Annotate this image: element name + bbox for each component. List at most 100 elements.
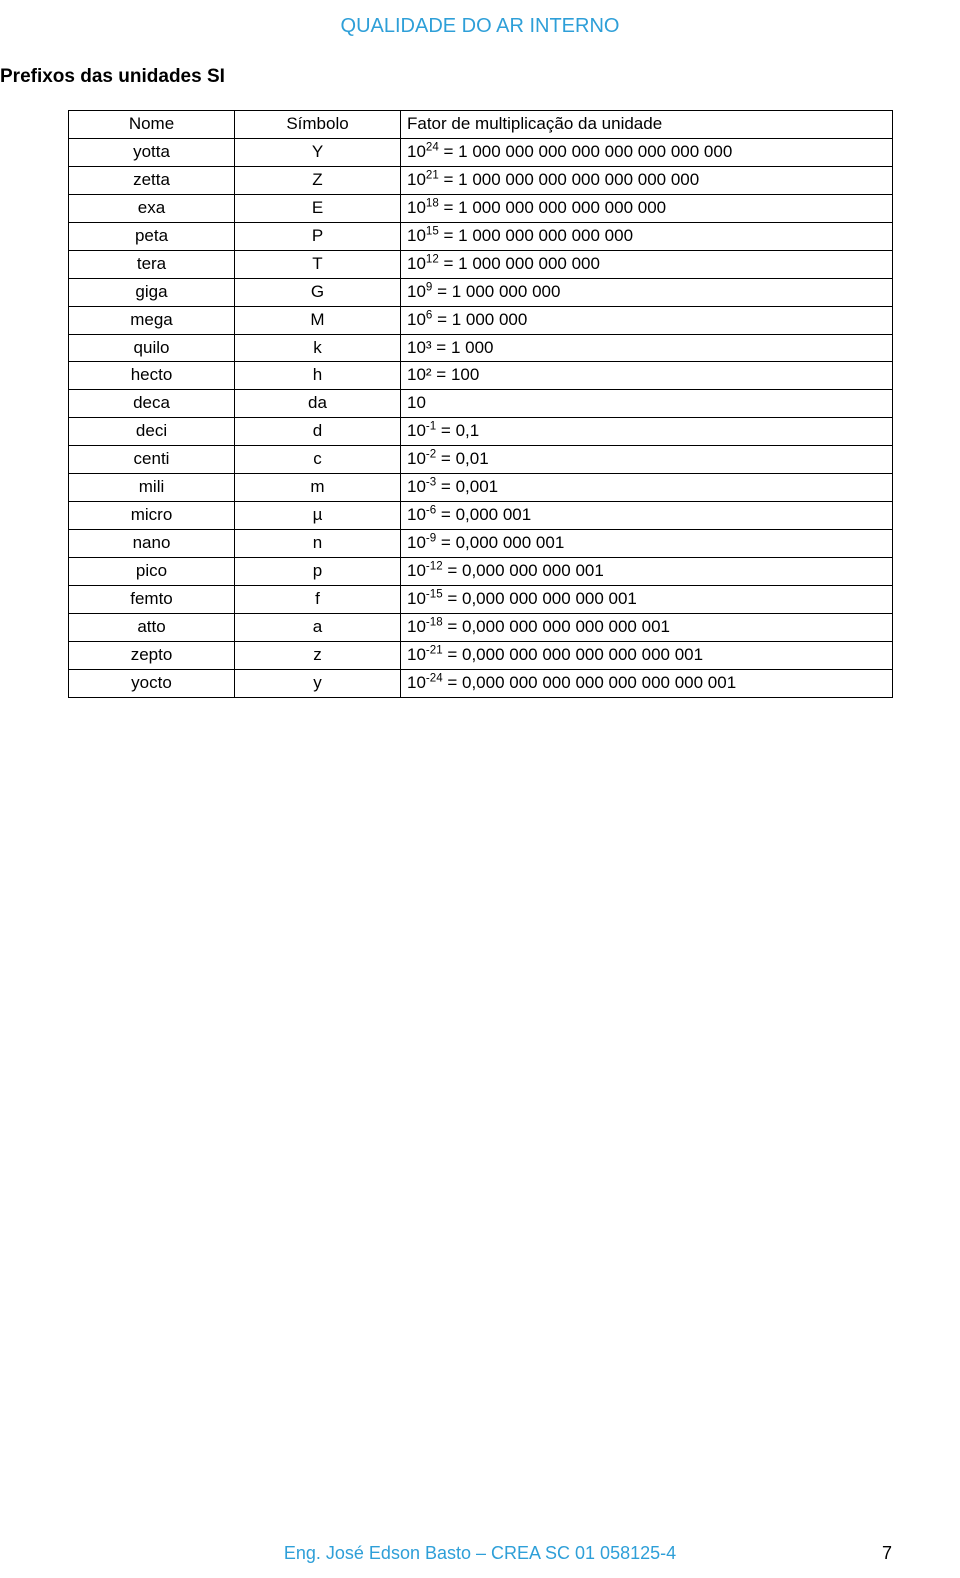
cell-simbolo: Y: [235, 138, 401, 166]
fator-base: 10: [407, 505, 426, 524]
fator-rest: = 0,000 000 000 000 000 001: [443, 617, 670, 636]
cell-fator: 10: [401, 390, 893, 418]
cell-fator: 109 = 1 000 000 000: [401, 278, 893, 306]
cell-nome: centi: [69, 446, 235, 474]
cell-nome: hecto: [69, 362, 235, 390]
fator-base: 10: [407, 449, 426, 468]
fator-rest: 10³ = 1 000: [407, 338, 494, 357]
fator-exponent: -1: [426, 421, 436, 433]
fator-exponent: 21: [426, 169, 439, 181]
cell-fator: 10-18 = 0,000 000 000 000 000 001: [401, 613, 893, 641]
fator-base: 10: [407, 254, 426, 273]
table-row: microµ10-6 = 0,000 001: [69, 502, 893, 530]
table-row: gigaG109 = 1 000 000 000: [69, 278, 893, 306]
fator-rest: = 1 000 000 000 000 000 000 000 000: [439, 142, 733, 161]
fator-rest: = 0,000 000 000 001: [443, 561, 604, 580]
table-row: decid10-1 = 0,1: [69, 418, 893, 446]
fator-exponent: 12: [426, 253, 439, 265]
cell-simbolo: Z: [235, 166, 401, 194]
section-subtitle: Prefixos das unidades SI: [0, 66, 225, 88]
cell-nome: nano: [69, 530, 235, 558]
cell-nome: micro: [69, 502, 235, 530]
fator-rest: 10² = 100: [407, 365, 479, 384]
fator-rest: = 0,000 001: [436, 505, 531, 524]
table-row: femtof10-15 = 0,000 000 000 000 001: [69, 585, 893, 613]
fator-exponent: -21: [426, 644, 443, 656]
cell-nome: giga: [69, 278, 235, 306]
fator-rest: = 1 000 000 000 000: [439, 254, 600, 273]
cell-fator: 10-3 = 0,001: [401, 474, 893, 502]
fator-exponent: -6: [426, 504, 436, 516]
cell-simbolo: d: [235, 418, 401, 446]
fator-exponent: -3: [426, 477, 436, 489]
fator-exponent: -12: [426, 560, 443, 572]
cell-fator: 10-1 = 0,1: [401, 418, 893, 446]
cell-nome: femto: [69, 585, 235, 613]
cell-simbolo: n: [235, 530, 401, 558]
fator-rest: = 1 000 000 000 000 000 000: [439, 198, 666, 217]
cell-simbolo: P: [235, 222, 401, 250]
fator-exponent: -2: [426, 449, 436, 461]
cell-simbolo: a: [235, 613, 401, 641]
fator-base: 10: [407, 589, 426, 608]
table-row: zettaZ1021 = 1 000 000 000 000 000 000 0…: [69, 166, 893, 194]
table-row: decada10: [69, 390, 893, 418]
fator-exponent: 24: [426, 141, 439, 153]
si-prefixes-table-container: Nome Símbolo Fator de multiplicação da u…: [68, 110, 892, 698]
table-row: exaE1018 = 1 000 000 000 000 000 000: [69, 194, 893, 222]
fator-base: 10: [407, 226, 426, 245]
cell-simbolo: µ: [235, 502, 401, 530]
fator-exponent: 15: [426, 225, 439, 237]
col-header-simbolo: Símbolo: [235, 111, 401, 139]
fator-base: 10: [407, 170, 426, 189]
fator-rest: = 0,1: [436, 421, 479, 440]
page-header-title: QUALIDADE DO AR INTERNO: [0, 15, 960, 38]
cell-nome: quilo: [69, 334, 235, 362]
fator-exponent: -24: [426, 672, 443, 684]
fator-base: 10: [407, 533, 426, 552]
fator-base: 10: [407, 477, 426, 496]
fator-exponent: -15: [426, 588, 443, 600]
table-row: yoctoy10-24 = 0,000 000 000 000 000 000 …: [69, 669, 893, 697]
cell-fator: 10³ = 1 000: [401, 334, 893, 362]
cell-fator: 1015 = 1 000 000 000 000 000: [401, 222, 893, 250]
cell-nome: deca: [69, 390, 235, 418]
cell-fator: 10-24 = 0,000 000 000 000 000 000 000 00…: [401, 669, 893, 697]
cell-nome: tera: [69, 250, 235, 278]
fator-rest: = 0,000 000 000 000 000 000 001: [443, 645, 703, 664]
fator-rest: = 0,001: [436, 477, 498, 496]
fator-base: 10: [407, 142, 426, 161]
table-row: quilok 10³ = 1 000: [69, 334, 893, 362]
fator-base: 10: [407, 561, 426, 580]
cell-nome: atto: [69, 613, 235, 641]
fator-rest: = 0,000 000 001: [436, 533, 564, 552]
cell-simbolo: m: [235, 474, 401, 502]
cell-fator: 10-6 = 0,000 001: [401, 502, 893, 530]
cell-simbolo: k: [235, 334, 401, 362]
fator-base: 10: [407, 282, 426, 301]
cell-fator: 10² = 100: [401, 362, 893, 390]
cell-fator: 1018 = 1 000 000 000 000 000 000: [401, 194, 893, 222]
fator-base: 10: [407, 673, 426, 692]
page-footer: Eng. José Edson Basto – CREA SC 01 05812…: [0, 1543, 960, 1564]
cell-simbolo: M: [235, 306, 401, 334]
cell-simbolo: c: [235, 446, 401, 474]
cell-nome: deci: [69, 418, 235, 446]
table-row: hectoh10² = 100: [69, 362, 893, 390]
table-row: zeptoz10-21 = 0,000 000 000 000 000 000 …: [69, 641, 893, 669]
table-row: teraT1012 = 1 000 000 000 000: [69, 250, 893, 278]
fator-rest: 10: [407, 393, 426, 412]
cell-nome: zepto: [69, 641, 235, 669]
cell-fator: 10-9 = 0,000 000 001: [401, 530, 893, 558]
cell-simbolo: p: [235, 558, 401, 586]
fator-rest: = 0,01: [436, 449, 488, 468]
fator-base: 10: [407, 310, 426, 329]
cell-fator: 10-21 = 0,000 000 000 000 000 000 001: [401, 641, 893, 669]
fator-base: 10: [407, 198, 426, 217]
fator-rest: = 0,000 000 000 000 001: [443, 589, 637, 608]
col-header-nome: Nome: [69, 111, 235, 139]
table-header-row: Nome Símbolo Fator de multiplicação da u…: [69, 111, 893, 139]
fator-exponent: 18: [426, 197, 439, 209]
fator-rest: = 1 000 000 000 000 000: [439, 226, 633, 245]
table-body: yottaY1024 = 1 000 000 000 000 000 000 0…: [69, 138, 893, 697]
